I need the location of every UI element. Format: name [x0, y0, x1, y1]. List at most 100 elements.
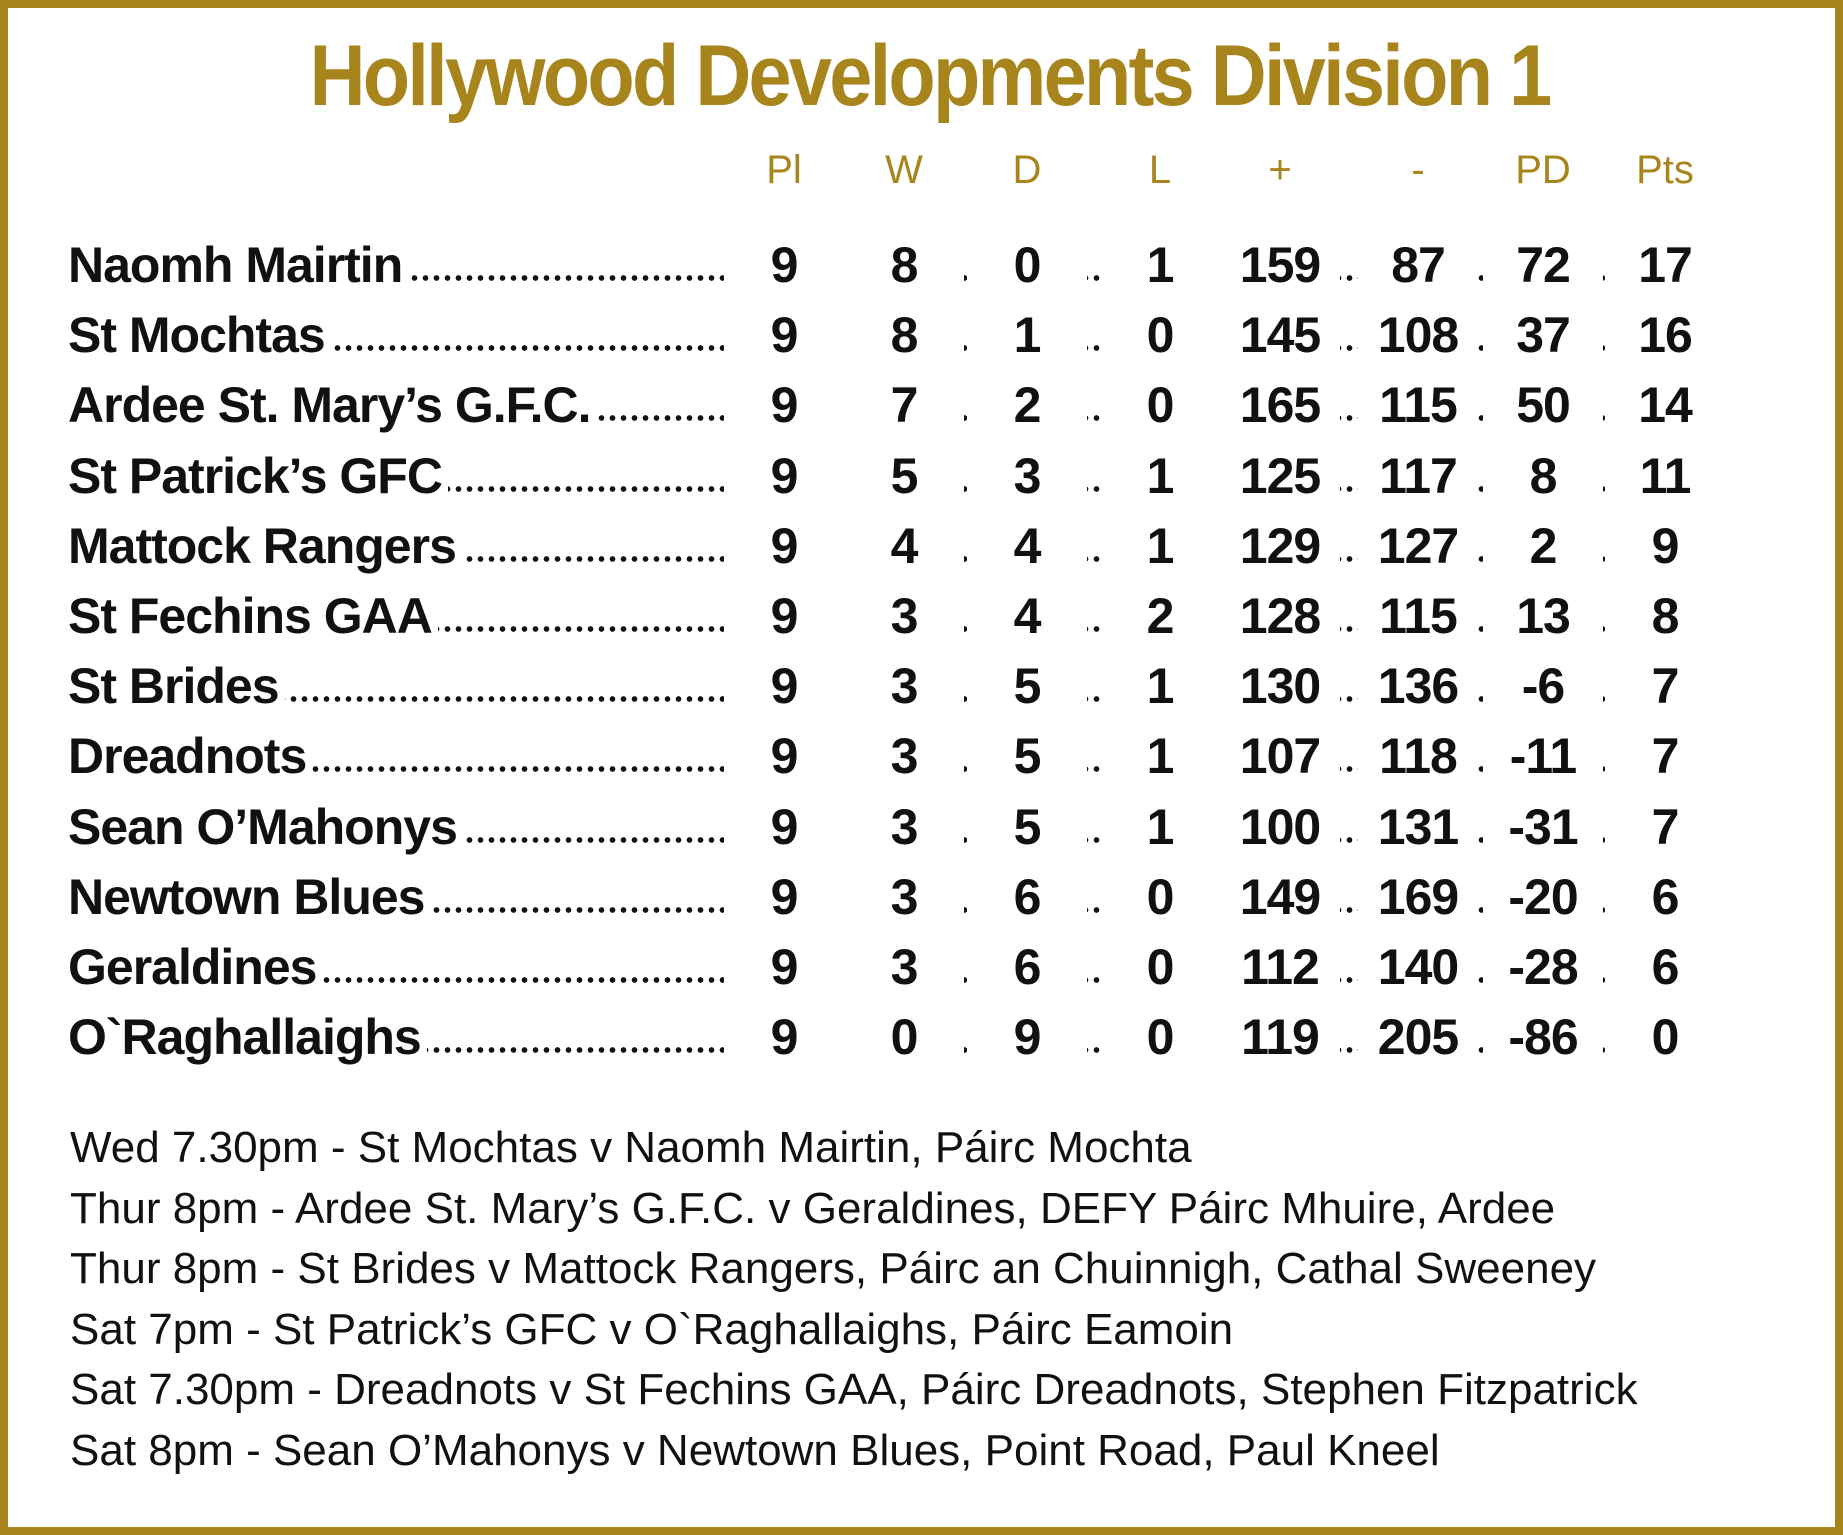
stat-value: 169: [1373, 861, 1463, 932]
stat-won: 3: [844, 791, 964, 862]
stat-points-against: 136: [1358, 651, 1478, 722]
stat-points-for: 119: [1220, 1002, 1340, 1073]
fixture-item: Sat 8pm - Sean O’Mahonys v Newtown Blues…: [70, 1425, 1440, 1475]
stat-value: 2: [1009, 370, 1045, 441]
stat-drawn: 6: [967, 861, 1087, 932]
team-name: Mattock Rangers: [68, 510, 462, 581]
stat-value: 6: [1647, 861, 1683, 932]
stat-value: 9: [766, 370, 802, 441]
stat-lost: 0: [1100, 1002, 1220, 1073]
stat-value: 0: [1647, 1002, 1683, 1073]
stat-value: 3: [886, 791, 922, 862]
team-name: St Brides: [68, 651, 285, 722]
stat-value: -31: [1504, 791, 1582, 862]
stat-points-against: 127: [1358, 510, 1478, 581]
team-name: St Mochtas: [68, 300, 331, 371]
team-name: Ardee St. Mary’s G.F.C.: [68, 370, 597, 441]
stat-lost: 1: [1100, 651, 1220, 722]
stat-value: 6: [1009, 861, 1045, 932]
stat-points-for: 125: [1220, 440, 1340, 511]
stat-points-for: 107: [1220, 721, 1340, 792]
stat-points: 8: [1605, 580, 1725, 651]
table-row: Newtown Blues 9 3 6 0 149 169 -20 6: [68, 861, 1725, 932]
stat-value: 6: [1647, 931, 1683, 1002]
stat-value: 3: [886, 651, 922, 722]
stat-value: 87: [1387, 230, 1449, 300]
table-row: St Fechins GAA 9 3 4 2 128 115 13 8: [68, 580, 1725, 651]
stat-value: 130: [1235, 651, 1325, 722]
stat-played: 9: [724, 370, 844, 441]
stat-value: 5: [1009, 651, 1045, 722]
team-name: Geraldines: [68, 931, 323, 1002]
column-header-pl: Pl: [766, 148, 802, 192]
stat-points-for: 149: [1220, 861, 1340, 932]
stat-points: 6: [1605, 861, 1725, 932]
column-header-pts: Pts: [1636, 148, 1694, 192]
team-name: Naomh Mairtin: [68, 230, 409, 300]
stat-value: 1: [1142, 721, 1178, 792]
stat-value: 5: [1009, 791, 1045, 862]
stat-value: 112: [1237, 931, 1323, 1002]
stat-points: 7: [1605, 651, 1725, 722]
stat-points: 11: [1605, 440, 1725, 511]
stat-value: 0: [1142, 1002, 1178, 1073]
stat-points-against: 131: [1358, 791, 1478, 862]
stat-value: 2: [1525, 510, 1561, 581]
stat-drawn: 4: [967, 510, 1087, 581]
stat-value: 72: [1512, 230, 1574, 300]
stat-points-difference: -20: [1483, 861, 1603, 932]
table-row: Ardee St. Mary’s G.F.C. 9 7 2 0 165 115 50 14: [68, 370, 1725, 441]
stat-value: 3: [886, 861, 922, 932]
stat-value: 3: [1009, 440, 1045, 511]
stat-points-difference: 37: [1483, 300, 1603, 371]
stat-value: 149: [1235, 861, 1325, 932]
stat-lost: 1: [1100, 791, 1220, 862]
stat-won: 8: [844, 230, 964, 300]
stat-points-for: 129: [1220, 510, 1340, 581]
stat-points-for: 145: [1220, 300, 1340, 371]
stat-value: 0: [1009, 230, 1045, 300]
stat-value: 7: [886, 370, 922, 441]
stat-value: 50: [1512, 370, 1574, 441]
stat-points-against: 87: [1358, 230, 1478, 300]
stat-value: 9: [766, 721, 802, 792]
stat-lost: 1: [1100, 440, 1220, 511]
team-name: St Fechins GAA: [68, 580, 438, 651]
stat-points: 7: [1605, 791, 1725, 862]
stat-points: 0: [1605, 1002, 1725, 1073]
stat-points-difference: -6: [1483, 651, 1603, 722]
stat-value: 2: [1142, 580, 1178, 651]
stat-value: 1: [1142, 510, 1178, 581]
stat-points-for: 165: [1220, 370, 1340, 441]
stat-played: 9: [724, 861, 844, 932]
stat-value: -11: [1505, 721, 1581, 792]
stat-points-difference: -86: [1483, 1002, 1603, 1073]
fixture-item: Sat 7.30pm - Dreadnots v St Fechins GAA,…: [70, 1365, 1638, 1414]
stat-won: 5: [844, 440, 964, 511]
stat-value: 9: [766, 861, 802, 932]
stat-value: 1: [1142, 440, 1178, 511]
table-row: Naomh Mairtin 9 8 0 1 159 87 72 17: [68, 230, 1725, 300]
stat-points-for: 100: [1220, 791, 1340, 862]
stat-value: 9: [766, 791, 802, 862]
stat-value: 0: [1142, 300, 1178, 371]
stat-played: 9: [724, 510, 844, 581]
team-name: Sean O’Mahonys: [68, 791, 463, 862]
table-row: St Brides 9 3 5 1 130 136 -6 7: [68, 651, 1725, 722]
stat-value: 14: [1634, 370, 1696, 441]
stat-value: 5: [1009, 721, 1045, 792]
stat-points-difference: 2: [1483, 510, 1603, 581]
stat-value: -28: [1504, 931, 1582, 1002]
stat-drawn: 2: [967, 370, 1087, 441]
stat-points-difference: 8: [1483, 440, 1603, 511]
stat-value: 1: [1142, 230, 1178, 300]
stat-value: 125: [1235, 440, 1325, 511]
stat-played: 9: [724, 791, 844, 862]
stat-value: -6: [1517, 651, 1569, 722]
stat-points: 7: [1605, 721, 1725, 792]
column-header-for: +: [1268, 148, 1292, 192]
stat-value: 4: [1009, 510, 1045, 581]
column-header-against: -: [1411, 148, 1425, 192]
stat-value: 1: [1142, 651, 1178, 722]
stat-value: 136: [1373, 651, 1463, 722]
